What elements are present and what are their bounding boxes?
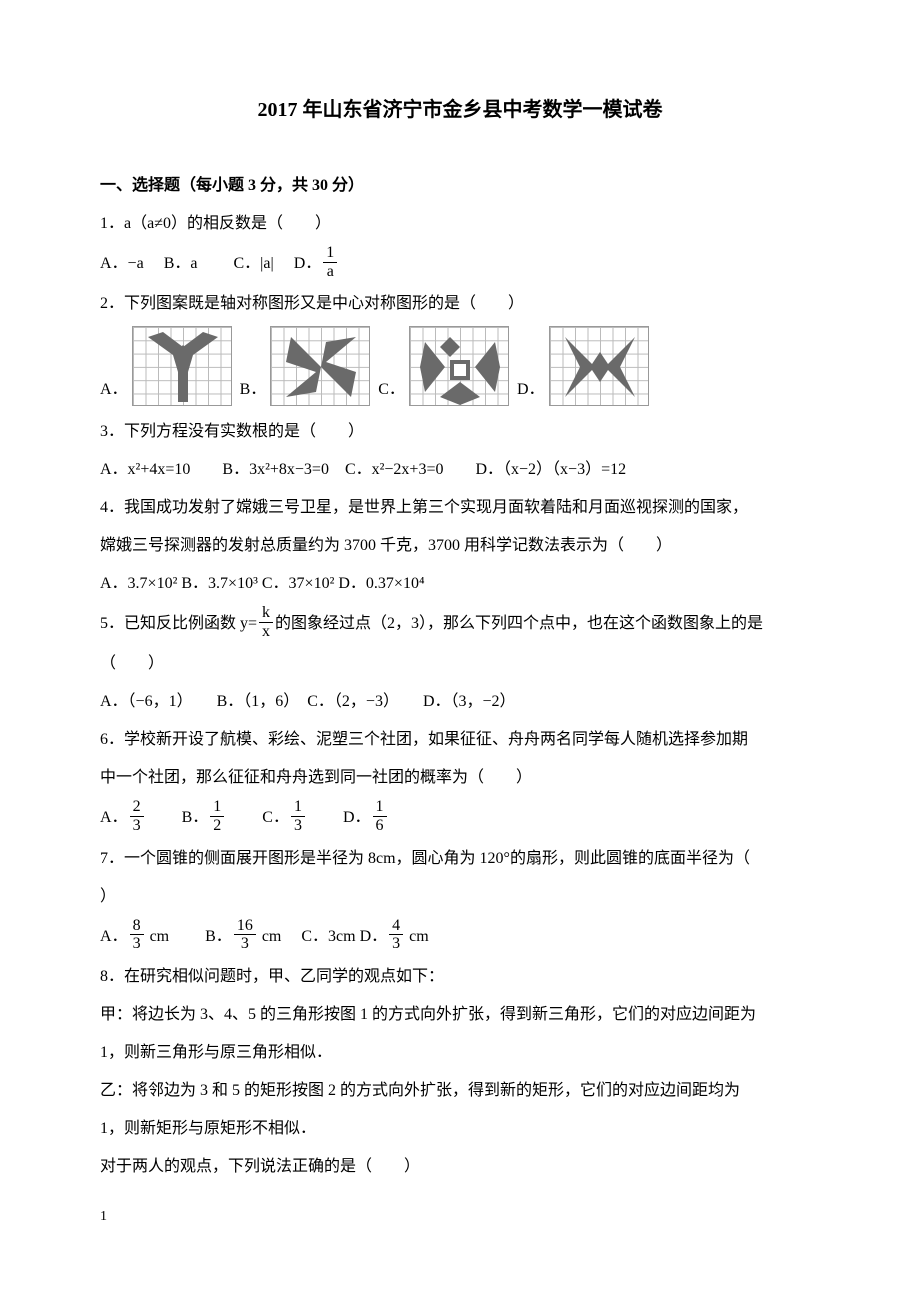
q6-optA-frac: 23: [130, 798, 144, 834]
q4-options: A．3.7×10² B．3.7×10³ C．37×10² D．0.37×10⁴: [100, 568, 820, 600]
frac-den: 3: [130, 935, 144, 953]
q7-line2: ）: [100, 881, 820, 913]
q7-line1: 7．一个圆锥的侧面展开图形是半径为 8cm，圆心角为 120°的扇形，则此圆锥的…: [100, 843, 820, 875]
q5-options: A．（−6，1） B．（1，6） C．（2，−3） D．（3，−2）: [100, 686, 820, 718]
frac-num: 1: [210, 798, 224, 817]
q1-optD-frac: 1a: [323, 244, 337, 280]
q7-optA-prefix: A．: [100, 927, 128, 944]
pattern-b-icon: [270, 326, 370, 406]
q3-options: A．x²+4x=10 B．3x²+8x−3=0 C．x²−2x+3=0 D．（x…: [100, 454, 820, 486]
q8-line6: 对于两人的观点，下列说法正确的是（ ）: [100, 1151, 820, 1183]
q6-optA-prefix: A．: [100, 809, 128, 826]
q1-optA: A．−a: [100, 255, 144, 272]
q2-labelB: B．: [240, 374, 267, 406]
q7-optB-suffix: cm: [258, 927, 282, 944]
q7-optC: C．3cm: [301, 927, 355, 944]
q6-line2: 中一个社团，那么征征和舟舟选到同一社团的概率为（ ）: [100, 762, 820, 794]
q7-optB-prefix: B．: [205, 927, 232, 944]
q2-text: 2．下列图案既是轴对称图形又是中心对称图形的是（ ）: [100, 288, 820, 320]
frac-num: 1: [373, 798, 387, 817]
frac-num: 1: [323, 244, 337, 263]
frac-den: 3: [389, 935, 403, 953]
q4-line2: 嫦娥三号探测器的发射总质量约为 3700 千克，3700 用科学记数法表示为（ …: [100, 530, 820, 562]
frac-den: 3: [234, 935, 256, 953]
q7-optB-frac: 163: [234, 917, 256, 953]
q8-line4: 乙：将邻边为 3 和 5 的矩形按图 2 的方式向外扩张，得到新的矩形，它们的对…: [100, 1075, 820, 1107]
q4-line1: 4．我国成功发射了嫦娥三号卫星，是世界上第三个实现月面软着陆和月面巡视探测的国家…: [100, 492, 820, 524]
q2-labelD: D．: [517, 374, 545, 406]
q8-line2: 甲：将边长为 3、4、5 的三角形按图 1 的方式向外扩张，得到新三角形，它们的…: [100, 999, 820, 1031]
q2-labelC: C．: [378, 374, 405, 406]
q7-optD-frac: 43: [389, 917, 403, 953]
page-number: 1: [100, 1203, 820, 1231]
q6-optC-frac: 13: [291, 798, 305, 834]
q6-optB-frac: 12: [210, 798, 224, 834]
q7-optA-suffix: cm: [146, 927, 170, 944]
q3-text: 3．下列方程没有实数根的是（ ）: [100, 416, 820, 448]
frac-den: a: [323, 263, 337, 281]
q5-line1: 5．已知反比例函数 y=kx的图象经过点（2，3），那么下列四个点中，也在这个函…: [100, 606, 820, 642]
q7-optA-frac: 83: [130, 917, 144, 953]
frac-den: 3: [130, 817, 144, 835]
pattern-a-icon: [132, 326, 232, 406]
frac-num: 1: [291, 798, 305, 817]
frac-den: x: [259, 623, 273, 641]
q8-line5: 1，则新矩形与原矩形不相似．: [100, 1113, 820, 1145]
q6-options: A．23 B．12 C．13 D．16: [100, 800, 820, 836]
q6-optD-prefix: D．: [343, 809, 371, 826]
frac-num: 2: [130, 798, 144, 817]
q8-line1: 8．在研究相似问题时，甲、乙同学的观点如下：: [100, 961, 820, 993]
frac-num: 4: [389, 917, 403, 936]
q2-images: A． B． C． D．: [100, 326, 820, 406]
q1-options: A．−a B．a C．|a| D．1a: [100, 246, 820, 282]
frac-num: 16: [234, 917, 256, 936]
q5-frac: kx: [259, 604, 273, 640]
pattern-c-icon: [409, 326, 509, 406]
q6-line1: 6．学校新开设了航模、彩绘、泥塑三个社团，如果征征、舟舟两名同学每人随机选择参加…: [100, 724, 820, 756]
q2-labelA: A．: [100, 374, 128, 406]
frac-den: 6: [373, 817, 387, 835]
frac-den: 3: [291, 817, 305, 835]
q1-text: 1．a（a≠0）的相反数是（ ）: [100, 208, 820, 240]
q1-optD-prefix: D．: [294, 255, 322, 272]
q8-line3: 1，则新三角形与原三角形相似．: [100, 1037, 820, 1069]
section-header: 一、选择题（每小题 3 分，共 30 分）: [100, 170, 820, 202]
q1-optC: C．|a|: [234, 255, 274, 272]
q5-suffix: 的图象经过点（2，3），那么下列四个点中，也在这个函数图象上的是: [275, 615, 763, 632]
q7-options: A．83 cm B．163 cm C．3cm D．43 cm: [100, 919, 820, 955]
q6-optD-frac: 16: [373, 798, 387, 834]
q5-prefix: 5．已知反比例函数 y=: [100, 615, 257, 632]
pattern-d-icon: [549, 326, 649, 406]
q1-optB: B．a: [164, 255, 198, 272]
q6-optC-prefix: C．: [262, 809, 289, 826]
q7-optD-suffix: cm: [405, 927, 429, 944]
frac-num: 8: [130, 917, 144, 936]
q5-line2: （ ）: [100, 648, 820, 680]
exam-title: 2017 年山东省济宁市金乡县中考数学一模试卷: [100, 90, 820, 130]
frac-num: k: [259, 604, 273, 623]
q7-optD-prefix: D．: [360, 927, 388, 944]
frac-den: 2: [210, 817, 224, 835]
q6-optB-prefix: B．: [182, 809, 209, 826]
